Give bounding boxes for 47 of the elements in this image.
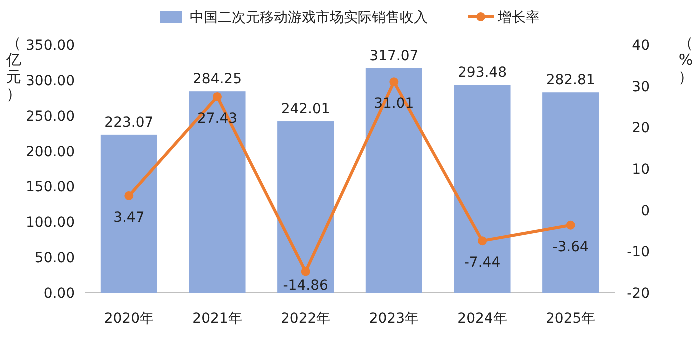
data-label: 284.25 [193,72,242,88]
legend-label: 增长率 [497,10,540,26]
point [301,267,310,276]
y-tick-label: 0.00 [44,286,75,302]
y-tick-label: 100.00 [26,215,75,232]
data-label: -14.86 [283,278,328,294]
point [124,191,134,200]
y-tick-label: 300.00 [26,73,75,90]
y-tick-label: 150.00 [26,180,75,196]
y2-tick-label: 40 [632,38,650,54]
point [478,236,487,246]
point [213,92,222,102]
data-label: 293.48 [458,65,507,82]
x-tick-label: 2023年 [369,311,419,327]
y2-tick-label: 0 [641,203,650,220]
y2-tick-label: -20 [627,286,650,302]
data-label: 3.47 [114,210,145,226]
bar [542,92,600,293]
bar [189,92,246,293]
bar [454,85,511,293]
y2-tick-label: -10 [627,244,650,261]
data-label: 242.01 [281,102,330,118]
data-label: -7.44 [464,255,501,272]
y-tick-label: 50.00 [34,250,75,267]
y-tick-label: 250.00 [26,108,75,125]
x-tick-label: 2022年 [281,311,331,327]
data-label: -3.64 [552,239,590,256]
x-tick-label: 2024年 [458,311,508,327]
data-label: 223.07 [104,114,154,131]
y2-tick-label: 20 [632,120,650,137]
y-tick-label: 350.00 [26,38,75,54]
y2-tick-label: 30 [632,79,650,96]
x-tick-label: 2020年 [104,311,154,327]
data-label: 282.81 [546,72,596,89]
y2-tick-label: 10 [632,162,650,178]
point [390,78,399,87]
x-tick-label: 2025年 [546,311,596,327]
data-label: 317.07 [370,48,419,64]
point [566,220,576,230]
bar [366,68,422,293]
y2-axis-title: （%） [678,34,694,86]
y-tick-label: 200.00 [26,144,75,160]
x-tick-label: 2021年 [192,311,242,327]
legend-label: 中国二次元移动游戏市场实际销售收入 [190,10,428,26]
bar [100,134,158,293]
y-axis-title: （亿元） [6,34,22,103]
bar [278,122,334,293]
